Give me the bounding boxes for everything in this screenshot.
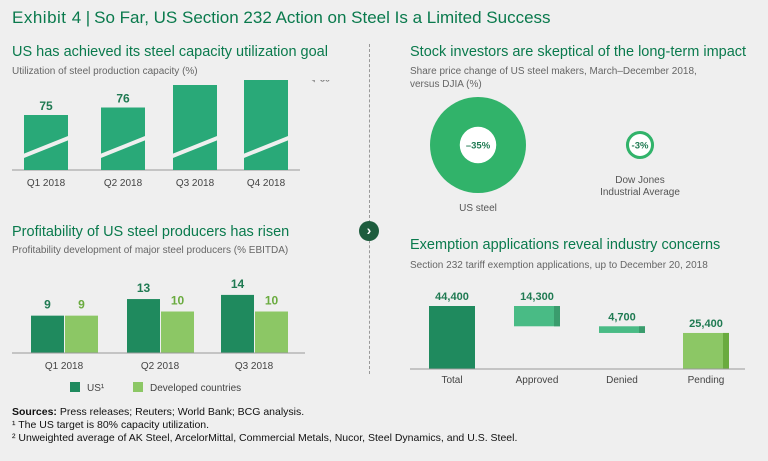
bar bbox=[255, 311, 288, 353]
bar-value-label: 10 bbox=[265, 294, 279, 308]
stock-chart-subtitle: Share price change of US steel makers, M… bbox=[410, 65, 697, 91]
legend-swatch bbox=[133, 382, 143, 392]
x-tick-label: Q3 2018 bbox=[235, 361, 274, 372]
exhibit-label: Exhibit 4 bbox=[12, 8, 82, 27]
profitability-chart: 9 9 Q1 2018 13 10 Q2 2018 14 10 Q3 2018 US¹ Develo… bbox=[12, 277, 305, 394]
waterfall-bar bbox=[599, 326, 645, 333]
stock-subtitle-line: Share price change of US steel makers, M… bbox=[410, 66, 697, 77]
chevron-right-icon: › bbox=[359, 221, 379, 241]
sources-line: Sources: Press releases; Reuters; World … bbox=[12, 406, 517, 419]
bubble-value-label: -3% bbox=[632, 141, 649, 152]
exemptions-chart-subtitle: Section 232 tariff exemption application… bbox=[410, 260, 708, 271]
x-tick-label: Approved bbox=[516, 375, 559, 386]
bar-value-label: 4,700 bbox=[608, 311, 636, 323]
x-tick-label: Total bbox=[441, 375, 462, 386]
bar-value-label: 9 bbox=[44, 298, 51, 312]
waterfall-bar-edge bbox=[639, 326, 645, 333]
legend-swatch bbox=[70, 382, 80, 392]
bubble-value-label: –35% bbox=[466, 141, 491, 152]
bar bbox=[127, 299, 160, 353]
x-tick-label: Q2 2018 bbox=[141, 361, 180, 372]
bar bbox=[244, 80, 288, 170]
sources-label: Sources: bbox=[12, 406, 57, 418]
target-arrow-icon bbox=[311, 80, 315, 83]
axis-break-mark bbox=[20, 135, 72, 159]
exemptions-chart-title: Exemption applications reveal industry c… bbox=[410, 237, 721, 253]
bar bbox=[221, 294, 254, 353]
bubble-value-badge bbox=[459, 126, 497, 164]
capacity-chart-title: US has achieved its steel capacity utili… bbox=[12, 44, 328, 60]
x-tick-label: Q1 2018 bbox=[27, 178, 66, 189]
bubble-label: Dow Jones bbox=[615, 175, 664, 186]
x-tick-label: Denied bbox=[606, 375, 638, 386]
bar-value-label: 79 bbox=[188, 80, 202, 83]
bar-value-label: 14,300 bbox=[520, 291, 554, 303]
bar bbox=[65, 315, 98, 353]
bar-value-label: 9 bbox=[78, 298, 85, 312]
bar-value-label: 75 bbox=[39, 99, 53, 113]
bar-value-label: 10 bbox=[171, 294, 185, 308]
sources-text: Press releases; Reuters; World Bank; BCG… bbox=[56, 406, 305, 418]
bar bbox=[101, 107, 145, 170]
waterfall-bar bbox=[683, 332, 729, 369]
axis-break-mark bbox=[240, 135, 292, 159]
profitability-chart-subtitle: Profitability development of major steel… bbox=[12, 245, 289, 256]
profitability-chart-title: Profitability of US steel producers has … bbox=[12, 224, 290, 240]
capacity-chart-subtitle: Utilization of steel production capacity… bbox=[12, 66, 198, 77]
footnote-1: ¹ The US target is 80% capacity utilizat… bbox=[12, 419, 210, 431]
sources-footer: Sources: Press releases; Reuters; World … bbox=[12, 406, 517, 445]
bar bbox=[173, 85, 217, 170]
exhibit-heading: So Far, US Section 232 Action on Steel I… bbox=[94, 8, 551, 27]
waterfall-bar bbox=[429, 306, 475, 369]
target-label: 80¹ bbox=[320, 80, 333, 84]
bubble-value-badge bbox=[629, 134, 651, 156]
waterfall-bar bbox=[514, 306, 560, 327]
waterfall-bar-edge bbox=[554, 306, 560, 327]
bar bbox=[161, 311, 194, 353]
footnote-2: ² Unweighted average of AK Steel, Arcelo… bbox=[12, 432, 518, 444]
bar bbox=[31, 315, 64, 353]
title-separator: | bbox=[85, 8, 91, 27]
panel-divider bbox=[369, 44, 370, 374]
legend-label: Developed countries bbox=[150, 383, 241, 394]
stock-subtitle-line: versus DJIA (%) bbox=[410, 79, 482, 90]
axis-break-mark bbox=[169, 135, 221, 159]
bar-value-label: 14 bbox=[231, 277, 245, 291]
bar-value-label: 44,400 bbox=[435, 291, 469, 303]
exhibit-title: Exhibit 4 | So Far, US Section 232 Action … bbox=[12, 8, 551, 28]
bar-value-label: 13 bbox=[137, 281, 151, 295]
stock-chart: –35%US steelcompanies²-3%Dow JonesIndust… bbox=[430, 97, 680, 214]
bubble-label: US steel bbox=[459, 203, 497, 214]
x-tick-label: Q4 2018 bbox=[247, 178, 286, 189]
x-tick-label: Q3 2018 bbox=[176, 178, 215, 189]
exemptions-chart: 44,400 Total 14,300 Approved 4,700 Denied 25,4… bbox=[410, 291, 745, 386]
bubble-label: Industrial Average bbox=[600, 187, 680, 198]
x-tick-label: Q2 2018 bbox=[104, 178, 143, 189]
axis-break-mark bbox=[97, 135, 149, 159]
legend-label: US¹ bbox=[87, 383, 105, 394]
bar-value-label: 76 bbox=[116, 92, 130, 106]
x-tick-label: Q1 2018 bbox=[45, 361, 84, 372]
x-tick-label: Pending bbox=[688, 375, 725, 386]
stock-chart-title: Stock investors are skeptical of the lon… bbox=[410, 44, 747, 60]
waterfall-bar-edge bbox=[723, 332, 729, 369]
bar-value-label: 25,400 bbox=[689, 318, 723, 330]
